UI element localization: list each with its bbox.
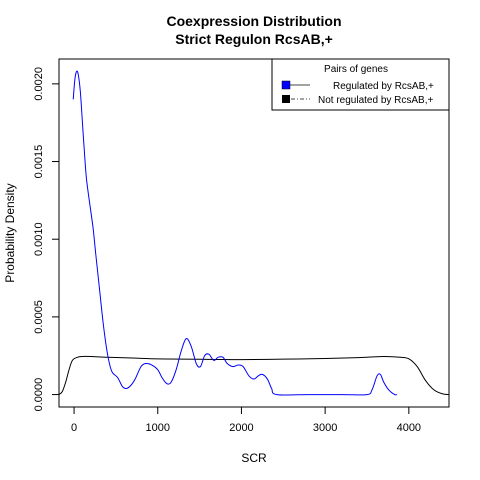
legend-title: Pairs of genes: [324, 64, 388, 75]
legend-swatch-not-regulated: [282, 95, 290, 103]
tick-layer: 0 1000 2000 3000 4000 0.0000 0.0005 0.0010 0.001…: [33, 67, 421, 434]
y-tick-label-0: 0.0000: [33, 378, 45, 412]
series-layer: [59, 70, 449, 396]
series-line-regulated: [72, 70, 398, 396]
y-tick-label-4: 0.0020: [33, 67, 45, 101]
chart-subtitle: Strict Regulon RcsAB,+: [175, 31, 333, 47]
y-tick-label-2: 0.0010: [33, 222, 45, 256]
y-tick-label-1: 0.0005: [33, 300, 45, 334]
x-tick-label-4: 4000: [397, 422, 421, 434]
y-axis-label: Probability Density: [3, 183, 17, 282]
legend-swatch-regulated: [281, 80, 291, 90]
legend-label-regulated: Regulated by RcsAB,+: [333, 81, 434, 92]
x-tick-label-3: 3000: [313, 422, 337, 434]
chart-title: Coexpression Distribution: [166, 13, 341, 29]
y-tick-label-3: 0.0015: [33, 145, 45, 179]
x-tick-label-1: 1000: [146, 422, 170, 434]
x-tick-label-2: 2000: [229, 422, 253, 434]
legend-label-not-regulated: Not regulated by RcsAB,+: [318, 95, 433, 106]
legend: Pairs of genes Regulated by RcsAB,+ Not …: [271, 58, 450, 111]
x-axis-label: SCR: [241, 451, 267, 465]
plot-frame: [58, 58, 450, 408]
x-tick-label-0: 0: [71, 422, 77, 434]
